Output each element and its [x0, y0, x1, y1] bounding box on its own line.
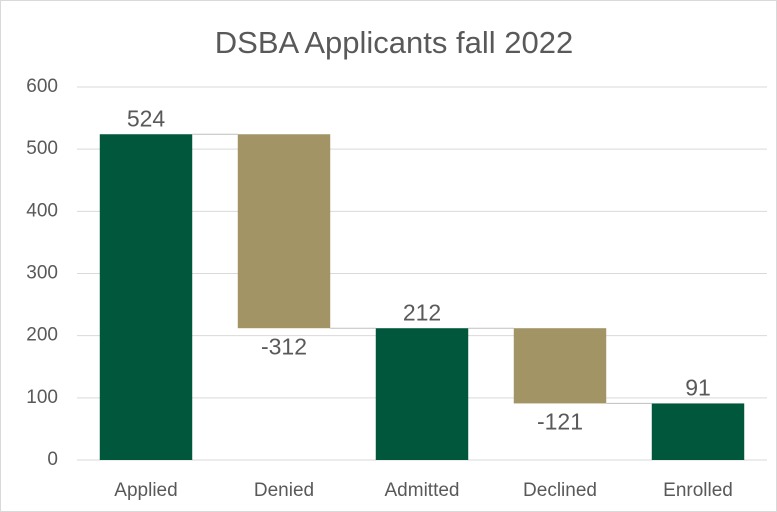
bar: [513, 328, 607, 404]
x-tick-label: Admitted: [385, 480, 460, 501]
chart-title: DSBA Applicants fall 2022: [215, 25, 573, 60]
y-tick-label: 300: [26, 263, 58, 284]
data-label: 212: [403, 299, 441, 325]
x-tick-label: Applied: [114, 480, 177, 501]
bar: [237, 134, 331, 329]
y-tick-label: 100: [26, 387, 58, 408]
x-tick-label: Declined: [523, 480, 597, 501]
data-label: -121: [537, 409, 583, 435]
y-tick-label: 400: [26, 200, 58, 221]
y-tick-label: 200: [26, 325, 58, 346]
x-tick-label: Denied: [254, 480, 314, 501]
bar: [375, 328, 469, 460]
data-label: 524: [127, 105, 166, 131]
data-label: 91: [685, 375, 711, 401]
y-tick-label: 500: [26, 138, 58, 159]
y-tick-label: 0: [47, 449, 58, 470]
data-label: -312: [261, 333, 307, 359]
bar: [651, 403, 745, 460]
y-tick-label: 600: [26, 76, 58, 97]
x-tick-label: Enrolled: [663, 480, 733, 501]
bar: [99, 134, 193, 460]
